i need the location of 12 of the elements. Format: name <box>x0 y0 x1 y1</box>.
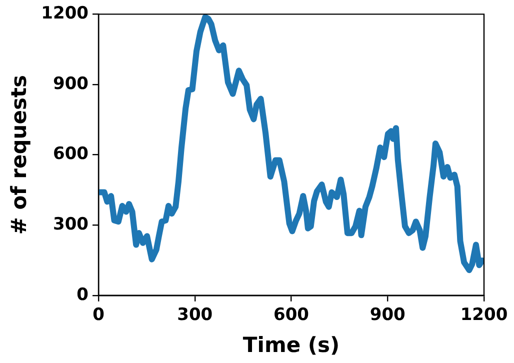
y-tick-label: 0 <box>76 284 89 305</box>
x-tick-label: 600 <box>274 305 310 326</box>
x-axis-title: Time (s) <box>242 332 340 357</box>
x-tick-label: 900 <box>370 305 406 326</box>
x-tick-label: 1200 <box>460 305 508 326</box>
y-tick-label: 300 <box>53 214 89 235</box>
y-axis-title: # of requests <box>7 74 32 235</box>
y-tick-label: 600 <box>53 144 89 164</box>
x-tick-label: 300 <box>177 305 213 326</box>
x-tick-label: 0 <box>92 305 105 326</box>
y-tick-label: 1200 <box>41 4 89 24</box>
y-tick-label: 900 <box>53 74 89 94</box>
